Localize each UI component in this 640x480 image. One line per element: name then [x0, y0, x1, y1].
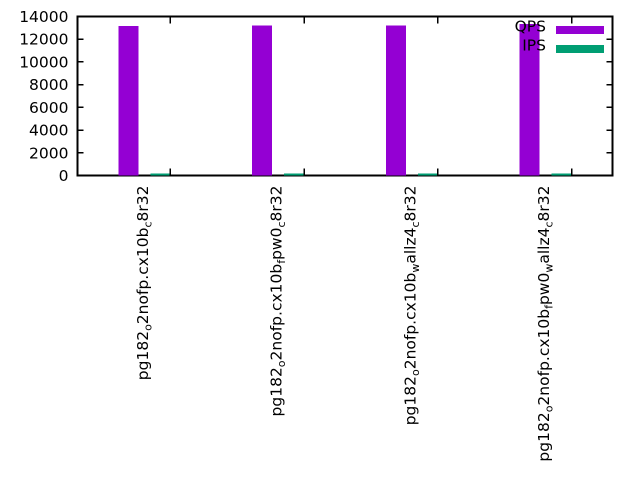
y-tick-label: 10000 [19, 53, 68, 71]
legend-swatch-qps [556, 26, 604, 34]
y-tick-label: 6000 [29, 99, 68, 117]
x-tick-label-group-1: pg182o2nofp.cx10bfpw0c8r32 [268, 186, 289, 417]
bar-ips-3 [551, 173, 572, 176]
y-tick-label: 8000 [29, 76, 68, 94]
bar-qps-3 [519, 24, 540, 176]
bar-qps-2 [385, 25, 406, 176]
y-tick-label: 12000 [19, 31, 68, 49]
plot-border [76, 15, 614, 177]
x-tick-label-group-2: pg182o2nofp.cx10bwallz4c8r32 [401, 186, 422, 426]
x-tick-label-group-0: pg182o2nofp.cx10bc8r32 [134, 186, 155, 381]
x-tick-label-2: pg182o2nofp.cx10bwallz4c8r32 [401, 186, 422, 426]
y-tick-label: 4000 [29, 122, 68, 140]
legend-label-qps: QPS [515, 18, 546, 36]
bar-qps-1 [252, 25, 273, 176]
y-tick-label: 14000 [19, 8, 68, 26]
bar-qps-0 [118, 25, 139, 176]
y-axis-ticks: 0 2000 4000 6000 8000 10000 12000 14000 [19, 8, 613, 185]
x-tick-label-3: pg182o2nofp.cx10bfpw0wallz4c8r32 [535, 186, 556, 462]
y-tick-label: 2000 [29, 144, 68, 162]
bar-ips-1 [284, 173, 305, 176]
bar-ips-0 [150, 173, 171, 176]
x-tick-label-0: pg182o2nofp.cx10bc8r32 [134, 186, 155, 381]
legend-swatch-ips [556, 45, 604, 53]
legend-label-ips: IPS [522, 37, 546, 55]
x-tick-label-group-3: pg182o2nofp.cx10bfpw0wallz4c8r32 [535, 186, 556, 462]
bar-ips-2 [417, 173, 438, 176]
x-axis-labels: pg182o2nofp.cx10bc8r32 pg182o2nofp.cx10bf… [134, 186, 556, 462]
x-tick-label-1: pg182o2nofp.cx10bfpw0c8r32 [268, 186, 289, 417]
plot-frame [76, 15, 614, 177]
bars-layer [118, 16, 573, 176]
y-tick-label: 0 [59, 167, 69, 185]
